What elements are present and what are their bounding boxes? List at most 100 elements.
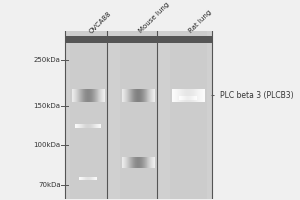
Bar <box>141 157 142 168</box>
Point <box>60 144 63 146</box>
Bar <box>143 89 144 102</box>
Bar <box>154 89 155 102</box>
Bar <box>147 89 148 102</box>
Bar <box>201 89 202 102</box>
Bar <box>196 89 197 102</box>
Bar <box>142 89 143 102</box>
Bar <box>125 157 126 168</box>
Bar <box>94 89 95 102</box>
Bar <box>184 89 185 102</box>
Bar <box>126 89 127 102</box>
Point <box>66 104 70 107</box>
Bar <box>132 157 133 168</box>
Bar <box>133 89 134 102</box>
Bar <box>77 89 78 102</box>
Point <box>60 59 63 62</box>
Bar <box>84 89 85 102</box>
Bar <box>89 89 90 102</box>
Bar <box>81 89 82 102</box>
Bar <box>75 89 76 102</box>
Bar <box>175 89 176 102</box>
Bar <box>146 89 147 102</box>
Text: 70kDa: 70kDa <box>38 182 61 188</box>
Bar <box>151 89 152 102</box>
Bar <box>203 89 204 102</box>
Bar <box>197 89 198 102</box>
Text: Mouse lung: Mouse lung <box>138 2 171 34</box>
Bar <box>148 157 149 168</box>
Bar <box>195 89 196 102</box>
Bar <box>83 89 84 102</box>
Text: OVCA88: OVCA88 <box>88 10 112 34</box>
Bar <box>202 89 203 102</box>
Bar <box>125 89 126 102</box>
Bar <box>97 89 98 102</box>
Bar <box>128 89 129 102</box>
Bar <box>145 89 146 102</box>
Bar <box>139 89 140 102</box>
Point <box>66 59 70 62</box>
Bar <box>204 89 205 102</box>
Bar <box>132 89 133 102</box>
Bar <box>86 89 87 102</box>
Bar <box>123 89 124 102</box>
Bar <box>191 89 192 102</box>
Bar <box>100 89 101 102</box>
Bar <box>192 89 193 102</box>
Bar <box>73 89 74 102</box>
Bar <box>183 89 184 102</box>
Text: Rat lung: Rat lung <box>188 9 213 34</box>
Bar <box>98 89 99 102</box>
Bar <box>124 157 125 168</box>
Bar <box>101 89 102 102</box>
Bar <box>138 157 139 168</box>
Bar <box>196 89 197 102</box>
Bar <box>193 89 194 102</box>
Bar <box>150 157 151 168</box>
Bar <box>131 157 132 168</box>
Bar <box>140 89 141 102</box>
Bar <box>170 31 207 199</box>
Bar <box>96 89 97 102</box>
Bar <box>198 89 199 102</box>
Bar <box>135 89 136 102</box>
Bar <box>152 157 153 168</box>
Bar <box>126 157 127 168</box>
Point <box>60 104 63 107</box>
Point <box>66 144 70 146</box>
Bar <box>64 31 212 199</box>
Bar <box>72 89 73 102</box>
Bar <box>153 157 154 168</box>
Bar <box>173 89 174 102</box>
Bar <box>88 89 89 102</box>
Bar <box>82 89 83 102</box>
Bar <box>135 157 136 168</box>
Bar <box>103 89 104 102</box>
Bar <box>188 89 189 102</box>
Bar <box>142 157 143 168</box>
Bar <box>102 89 103 102</box>
Bar <box>136 89 137 102</box>
Bar <box>154 157 155 168</box>
Bar <box>149 89 150 102</box>
Bar <box>147 157 148 168</box>
Bar <box>128 157 129 168</box>
Text: PLC beta 3 (PLCB3): PLC beta 3 (PLCB3) <box>212 91 293 100</box>
Bar <box>202 89 203 102</box>
Point <box>66 184 70 186</box>
Bar <box>124 89 125 102</box>
Bar <box>122 157 123 168</box>
Bar <box>149 157 150 168</box>
Bar <box>129 157 130 168</box>
Bar <box>151 157 152 168</box>
Bar <box>140 157 141 168</box>
Bar <box>138 89 139 102</box>
Bar <box>123 157 124 168</box>
Bar <box>139 157 140 168</box>
Bar <box>154 89 155 102</box>
Bar <box>76 89 77 102</box>
Bar <box>194 89 195 102</box>
Bar <box>95 89 96 102</box>
Bar <box>129 89 130 102</box>
Bar <box>134 89 135 102</box>
